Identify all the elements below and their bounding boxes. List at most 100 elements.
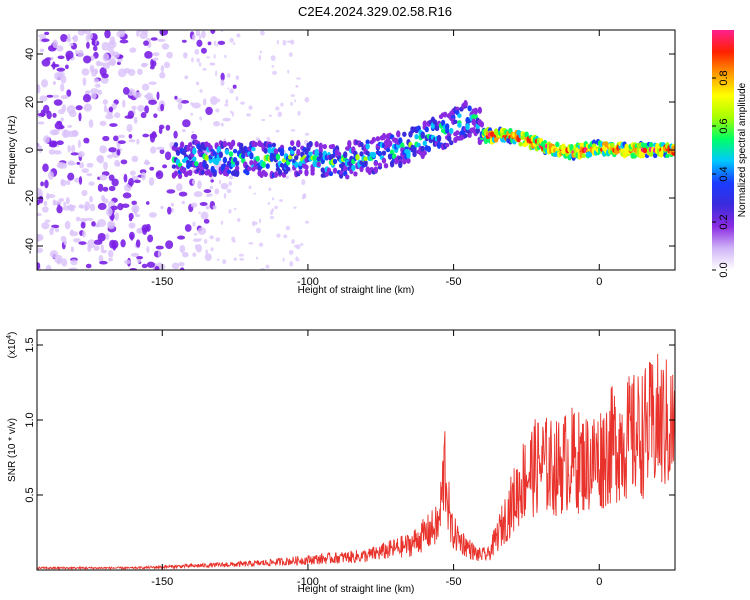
spectrogram-cell [143, 40, 149, 46]
y-tick-label: 40 [24, 48, 36, 60]
spectrogram-cell [200, 169, 205, 175]
spectrogram-cell [249, 159, 254, 166]
spectrogram-cell [389, 160, 395, 168]
spectrogram-cell [275, 106, 280, 111]
spectrogram-cell [473, 107, 478, 115]
spectrogram-cell [142, 227, 148, 235]
spectrogram-cell [373, 166, 379, 174]
spectrogram-cell [171, 262, 180, 270]
spectrogram-cell [208, 171, 213, 178]
spectrogram-cell [301, 196, 305, 200]
spectrogram-cell [39, 95, 48, 102]
spectrogram-cell [160, 103, 165, 112]
spectrogram-cell [465, 123, 470, 131]
spectrogram-cell [39, 48, 45, 53]
spectrogram-cell [87, 239, 96, 249]
spectrogram-cell [47, 171, 54, 180]
spectrogram-cell [91, 39, 96, 46]
spectrogram-cell [332, 167, 338, 174]
spectrogram-cell [239, 142, 244, 149]
spectrogram-cell [234, 169, 240, 178]
spectrogram-cell [82, 94, 92, 103]
spectrogram-cell [77, 139, 81, 149]
spectrogram-cell [202, 216, 205, 220]
spectrogram-cell [194, 48, 200, 55]
spectrogram-cell [671, 145, 675, 153]
spectrogram-cell [62, 205, 71, 211]
spectrogram-cell [50, 56, 54, 61]
spectrogram-cell [191, 57, 194, 63]
spectrogram-cell [328, 171, 334, 177]
spectrogram-cell [248, 185, 252, 190]
spectrogram-cell [274, 205, 278, 210]
spectrogram-cell [107, 47, 114, 53]
spectrogram-cell [191, 130, 195, 134]
spectrogram-cell [131, 204, 140, 214]
spectrogram-cell [113, 135, 119, 142]
spectrogram-cell [161, 43, 170, 50]
spectrogram-cell [241, 153, 246, 159]
spectrogram-cell [52, 199, 56, 206]
spectrogram-cell [206, 56, 211, 59]
spectrogram-cell [170, 202, 175, 207]
spectrogram-cell [648, 142, 654, 148]
spectrogram-cell [235, 96, 239, 101]
spectrogram-cell [455, 130, 460, 136]
spectrogram-cell [38, 34, 47, 38]
spectrogram-cell [51, 94, 60, 99]
spectrogram-cell [259, 50, 263, 54]
spectrogram-cell [70, 246, 75, 253]
spectrogram-cell [99, 260, 108, 265]
spectrogram-cell [287, 69, 290, 74]
spectrogram-cell [434, 126, 440, 132]
spectrogram-cell [110, 205, 118, 211]
spectrogram-cell [120, 159, 128, 165]
spectrogram-cell [128, 139, 136, 143]
spectrogram-cell [66, 38, 72, 42]
spectrogram-cell [177, 235, 186, 240]
spectrogram-cell [37, 247, 44, 254]
spectrogram-cell [279, 151, 285, 157]
spectrogram-cell [44, 219, 51, 223]
spectrogram-cell [581, 153, 587, 158]
spectrogram-cell [665, 153, 670, 159]
spectrogram-cell [191, 102, 201, 109]
spectrogram-cell [181, 39, 187, 43]
spectrogram-cell [127, 68, 136, 76]
spectrogram-cell [308, 151, 313, 157]
spectrogram-cell [229, 37, 234, 43]
spectrogram-cell [301, 179, 306, 186]
spectrogram-cell [153, 113, 158, 119]
spectrogram-cell [121, 203, 130, 208]
spectrogram-cell [457, 113, 462, 118]
spectrogram-cell [204, 253, 212, 261]
spectrogram-cell [81, 68, 90, 76]
spectrogram-cell [84, 217, 94, 221]
spectrogram-cell [212, 205, 217, 210]
spectrogram-cell [359, 141, 364, 148]
spectrogram-cell [192, 147, 197, 155]
spectrogram-cell [99, 145, 107, 154]
spectrogram-cell [453, 119, 458, 125]
spectrogram-cell [314, 148, 319, 157]
spectrogram-cell [173, 142, 179, 148]
spectrogram-cell [111, 178, 119, 187]
spectrogram-cell [198, 211, 201, 215]
spectrogram-cell [146, 261, 156, 268]
spectrogram-cell [316, 161, 321, 168]
colorbar-tick-label: 0.0 [718, 262, 730, 277]
spectrogram-cell [82, 77, 87, 86]
spectrogram-cell [199, 116, 202, 121]
spectrogram-cell [181, 150, 187, 156]
spectrogram-cell [105, 114, 114, 120]
spectrogram-cell [355, 154, 360, 161]
spectrogram-cell [67, 124, 73, 128]
x-tick-label: -150 [151, 576, 173, 588]
y-tick-label: 0.5 [24, 487, 36, 502]
spectrogram-cell [318, 151, 323, 157]
spectrogram-cell [77, 30, 85, 36]
spectrogram-cell [90, 92, 97, 100]
spectrogram-cell [261, 161, 266, 168]
y-tick-label: 1.0 [24, 412, 36, 427]
spectrogram-cell [420, 132, 425, 139]
